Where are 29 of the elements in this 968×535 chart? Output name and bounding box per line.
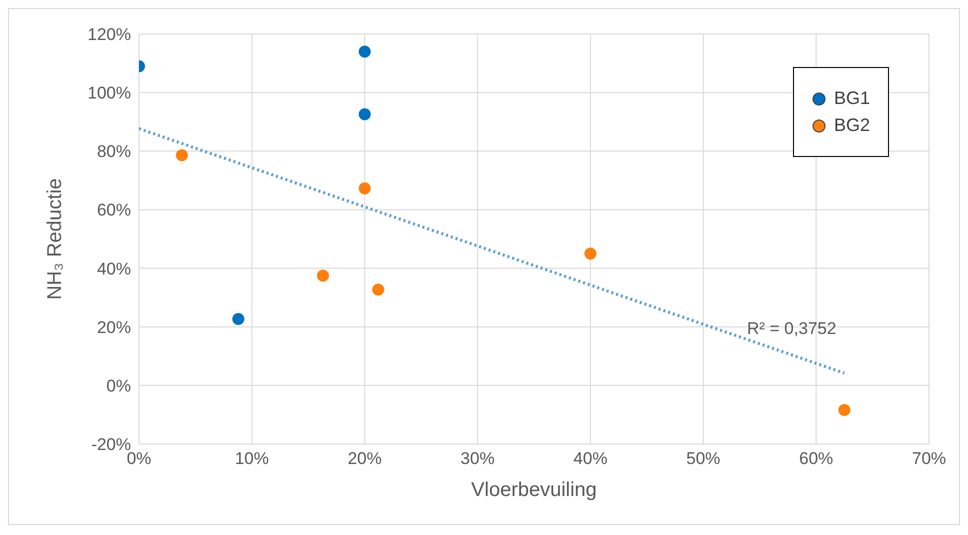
y-tick-label: 40% [96,259,131,278]
x-tick-label: 10% [234,449,269,468]
y-tick-label: 80% [96,142,131,162]
y-tick-label: 60% [96,200,131,220]
x-tick-label: 30% [460,449,495,468]
point [584,248,596,260]
point [838,404,850,416]
point [316,270,329,282]
x-tick-label: 60% [799,449,834,468]
x-tick-label: 50% [686,449,720,468]
x-tick-label: 40% [573,449,608,468]
y-axis-title: NH₃ Reductie [44,178,66,300]
x-tick-label: 20% [348,449,382,468]
x-tick-label: 70% [912,449,946,468]
y-tick-label: 120% [88,25,131,44]
point [232,312,244,325]
legend-label: BG1 [834,88,870,109]
y-tick-label: 100% [88,84,131,103]
point [176,149,188,162]
annotation: R² = 0,3752 [747,319,836,339]
legend-label: BG2 [834,115,870,136]
point [358,182,371,194]
x-tick-label: 0% [126,449,152,468]
point [372,284,384,296]
x-axis-title: Vloerbevuiling [471,479,597,501]
point [358,108,371,120]
point [358,46,371,58]
y-tick-label: 0% [106,376,131,396]
y-tick-label: 20% [96,318,131,337]
